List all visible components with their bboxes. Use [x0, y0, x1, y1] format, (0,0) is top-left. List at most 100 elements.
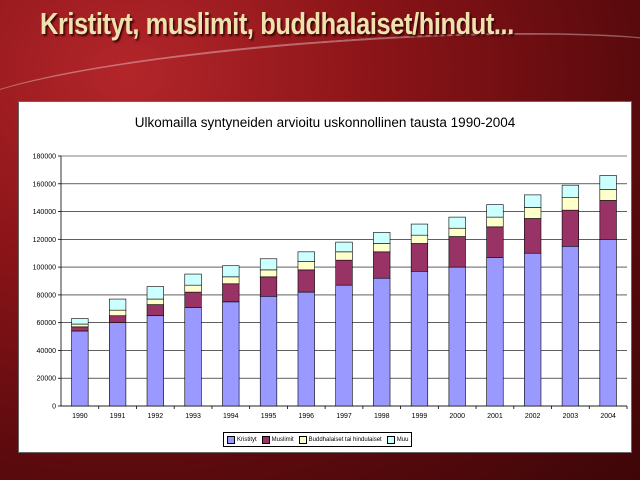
bar-segment-muslimit: [524, 218, 542, 254]
x-tick-label: 2004: [600, 413, 616, 420]
bar-segment-muslimit: [410, 243, 429, 272]
bar-segment-kristityt: [373, 277, 391, 407]
slide-title: Kristityt, muslimit, buddhalaiset/hindut…: [40, 6, 514, 41]
y-tick-label: 60000: [37, 320, 57, 327]
bar-segment-muslimit: [297, 269, 315, 293]
x-tick-label: 1995: [261, 413, 277, 420]
bar-segment-muslimit: [486, 226, 504, 258]
bar-segment-muu: [222, 265, 240, 278]
bar-segment-kristityt: [410, 270, 429, 407]
x-tick-label: 1993: [185, 413, 201, 420]
bar-segment-kristityt: [259, 295, 278, 407]
bar-segment-buddhalaiset-tai-hindulaiset: [222, 276, 240, 285]
x-tick-label: 1991: [110, 413, 126, 420]
x-tick-label: 2002: [525, 413, 541, 420]
bar-segment-muu: [184, 273, 202, 286]
bar-segment-muu: [599, 175, 617, 190]
y-tick-label: 100000: [33, 265, 56, 272]
legend-label: Muslimit: [271, 436, 294, 443]
bar-segment-kristityt: [599, 239, 617, 407]
y-tick-label: 140000: [33, 209, 56, 216]
bar-segment-muslimit: [222, 283, 240, 303]
bar-segment-muslimit: [448, 236, 466, 268]
bar-segment-kristityt: [486, 257, 504, 407]
bar-segment-buddhalaiset-tai-hindulaiset: [373, 243, 391, 253]
y-tick-label: 80000: [37, 292, 57, 299]
chart-legend: Kristityt Muslimit Buddhalaiset tai hindul…: [223, 432, 413, 447]
chart-panel: Ulkomailla syntyneiden arvioitu uskonnol…: [18, 101, 632, 453]
y-tick-label: 120000: [33, 237, 56, 244]
bar-segment-buddhalaiset-tai-hindulaiset: [71, 323, 89, 328]
bar-segment-kristityt: [184, 307, 202, 407]
chart-plot: 0 20000 40000 60000 80000 100000 120000 140000 1…: [33, 154, 628, 420]
bar-segment-kristityt: [297, 291, 315, 407]
x-tick-label: 1998: [374, 413, 390, 420]
legend-item: Muu: [386, 435, 409, 444]
x-tick-label: 1996: [298, 413, 314, 420]
bar-segment-muu: [410, 223, 429, 236]
y-tick-label: 0: [52, 404, 56, 411]
bar-segment-buddhalaiset-tai-hindulaiset: [410, 234, 429, 244]
bar-segment-buddhalaiset-tai-hindulaiset: [297, 261, 315, 271]
legend-label: Kristityt: [237, 436, 257, 443]
bar-segment-muslimit: [184, 291, 202, 308]
y-tick-label: 40000: [37, 348, 57, 355]
bar-segment-buddhalaiset-tai-hindulaiset: [448, 227, 466, 237]
x-tick-label: 1994: [223, 413, 239, 420]
y-tick-label: 160000: [33, 181, 56, 188]
bar-segment-buddhalaiset-tai-hindulaiset: [486, 216, 504, 228]
bar-segment-kristityt: [448, 266, 466, 407]
bar-segment-kristityt: [146, 315, 164, 407]
bar-segment-kristityt: [561, 245, 580, 407]
x-tick-label: 2003: [563, 413, 579, 420]
bar-segment-muu: [561, 184, 580, 198]
bar-segment-buddhalaiset-tai-hindulaiset: [259, 269, 278, 278]
bar-segment-muslimit: [259, 276, 278, 297]
bar-segment-muslimit: [373, 251, 391, 279]
legend-swatch: [386, 435, 395, 444]
bar-segment-buddhalaiset-tai-hindulaiset: [524, 207, 542, 219]
bar-segment-kristityt: [524, 252, 542, 407]
x-tick-label: 2001: [487, 413, 503, 420]
bar-segment-kristityt: [71, 330, 89, 407]
bar-segment-buddhalaiset-tai-hindulaiset: [335, 251, 353, 261]
bar-segment-muu: [373, 232, 391, 244]
bar-segment-buddhalaiset-tai-hindulaiset: [108, 309, 127, 317]
bar-segment-muu: [335, 241, 353, 253]
bar-segment-muu: [297, 251, 315, 262]
bar-segment-muslimit: [335, 259, 353, 286]
bar-segment-muu: [448, 216, 466, 229]
bar-segment-muslimit: [599, 200, 617, 240]
bar-segment-muu: [259, 258, 278, 271]
bar-segment-buddhalaiset-tai-hindulaiset: [184, 284, 202, 293]
bar-segment-muslimit: [71, 326, 89, 332]
y-tick-label: 180000: [33, 154, 56, 161]
bar-segment-muslimit: [108, 315, 127, 323]
legend-label: Muu: [396, 436, 409, 443]
legend-item: Kristityt: [227, 435, 257, 444]
x-tick-label: 1999: [412, 413, 428, 420]
bar-segment-muu: [71, 318, 89, 325]
bar-segment-buddhalaiset-tai-hindulaiset: [146, 298, 164, 305]
bar-segment-kristityt: [222, 301, 240, 407]
legend-label: Buddhalaiset tai hindulaiset: [308, 436, 382, 443]
bar-segment-buddhalaiset-tai-hindulaiset: [599, 189, 617, 201]
bar-segment-kristityt: [108, 322, 127, 407]
bar-segment-buddhalaiset-tai-hindulaiset: [561, 197, 580, 211]
x-tick-label: 1997: [336, 413, 352, 420]
bar-segment-muslimit: [561, 209, 580, 247]
bar-segment-muu: [486, 204, 504, 218]
x-tick-label: 2000: [449, 413, 465, 420]
bar-segment-muu: [524, 194, 542, 208]
bar-segment-muslimit: [146, 304, 164, 317]
chart-title: Ulkomailla syntyneiden arvioitu uskonnol…: [134, 115, 516, 130]
bar-segment-muu: [108, 298, 127, 311]
legend-swatch: [227, 435, 235, 444]
legend-item: Buddhalaiset tai hindulaiset: [298, 435, 382, 444]
bar-segment-muu: [146, 286, 164, 300]
legend-swatch: [261, 435, 270, 444]
legend-swatch: [298, 435, 307, 444]
y-tick-label: 20000: [37, 376, 57, 383]
bar-segment-kristityt: [335, 284, 353, 407]
x-tick-label: 1990: [72, 413, 88, 420]
